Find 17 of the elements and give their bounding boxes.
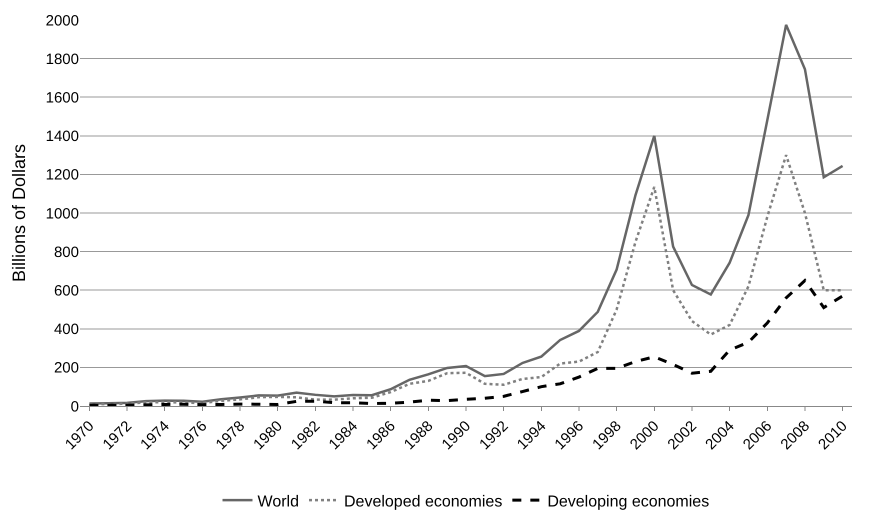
y-tick-label: 1800 [46, 50, 79, 68]
y-tick-label: 1200 [46, 166, 79, 184]
legend-label: Developed economies [344, 493, 502, 510]
y-tick-label: 400 [54, 321, 79, 338]
line-series [88, 24, 844, 405]
y-tick-label: 600 [54, 282, 79, 300]
y-tick-label: 1000 [46, 205, 79, 222]
y-tick-label: 1400 [46, 128, 79, 146]
y-tick-label: 2000 [46, 12, 79, 30]
y-tick-label: 1600 [46, 89, 79, 106]
y-tick-label: 0 [70, 398, 79, 416]
legend-label: World [258, 493, 299, 510]
y-tick-label: 800 [54, 244, 79, 261]
legend-label: Developing economies [547, 493, 710, 510]
line-series [88, 279, 844, 406]
y-axis-title: Billions of Dollars [8, 144, 29, 282]
y-tick-label: 200 [54, 360, 79, 377]
